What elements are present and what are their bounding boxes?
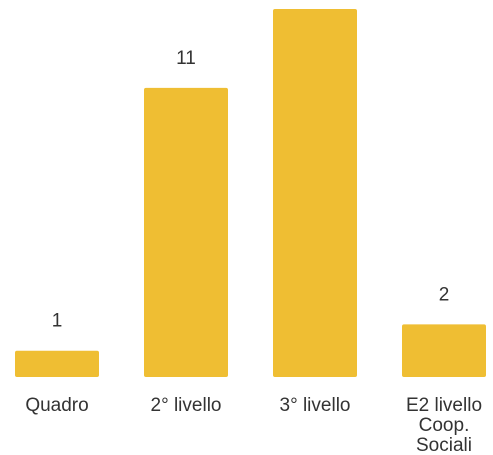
x-tick-label-3: 3° livello	[280, 395, 351, 416]
data-label-4: 2	[439, 284, 450, 305]
x-tick-label-1: Quadro	[25, 395, 88, 416]
x-tick-label-line: Quadro	[25, 395, 88, 416]
bar-2	[144, 87, 228, 377]
data-label-1: 1	[52, 311, 63, 332]
x-tick-label-line: 2° livello	[151, 395, 222, 416]
x-tick-label-line: E2 livello	[406, 395, 482, 416]
x-tick-labels-group: Quadro 2° livello 3° livello E2 livello Coop…	[25, 395, 482, 455]
x-tick-label-line: Coop.	[419, 415, 470, 436]
x-tick-label-line: Sociali	[416, 435, 472, 455]
bar-3	[273, 9, 357, 377]
x-tick-label-2: 2° livello	[151, 395, 222, 416]
bar-1	[15, 350, 99, 377]
x-tick-label-line: 3° livello	[280, 395, 351, 416]
x-tick-label-4: E2 livello Coop. Sociali	[406, 395, 482, 455]
bars-group	[15, 9, 486, 377]
data-label-2: 11	[176, 48, 196, 69]
bar-4	[402, 324, 486, 377]
